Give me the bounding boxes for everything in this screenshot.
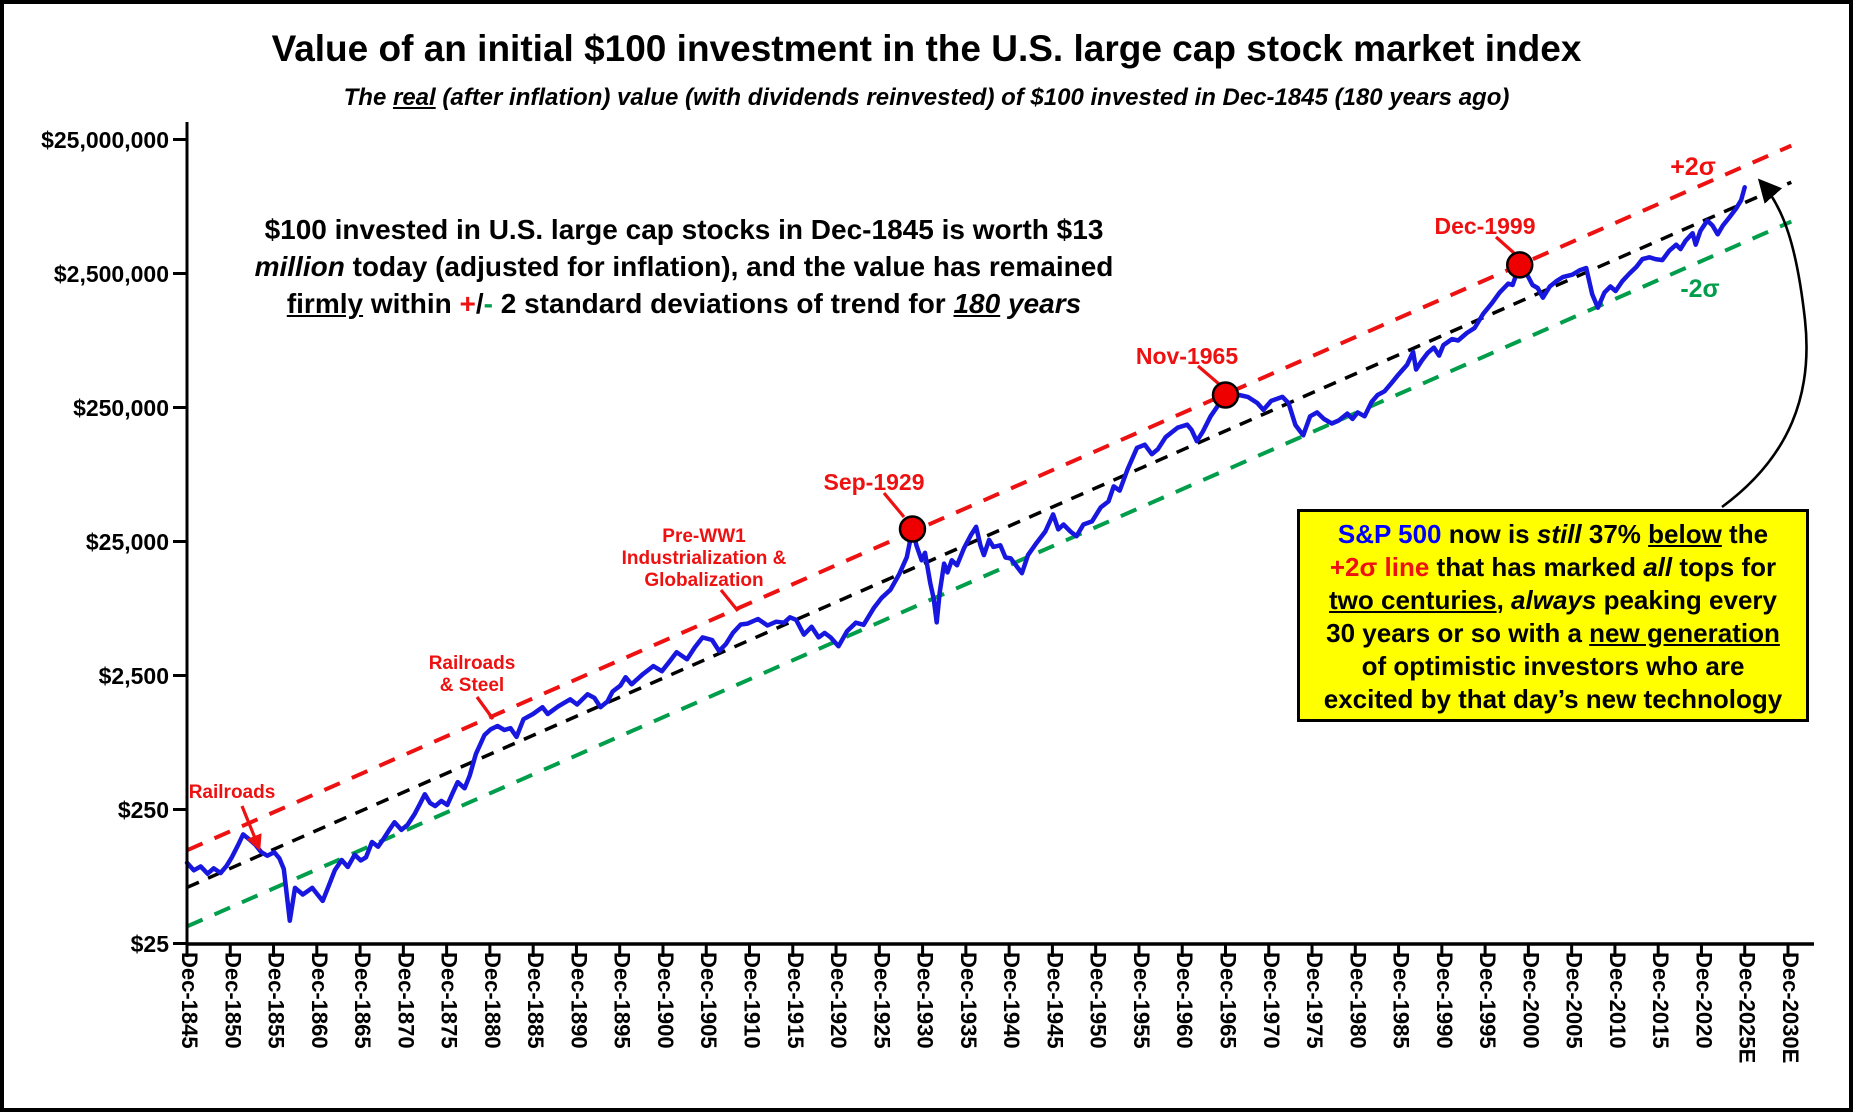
statement-line-2: million today (adjusted for inflation), … — [254, 251, 1114, 282]
x-tick-label: Dec-2000 — [1518, 952, 1544, 1049]
x-tick-label: Dec-1875 — [436, 952, 462, 1049]
page-title: Value of an initial $100 investment in t… — [271, 28, 1582, 69]
x-tick-label: Dec-1965 — [1215, 952, 1241, 1049]
x-tick-label: Dec-1920 — [826, 952, 852, 1049]
y-tick-label: $2,500,000 — [53, 260, 169, 287]
x-tick-label: Dec-2010 — [1604, 952, 1630, 1049]
x-tick-label: Dec-1945 — [1042, 952, 1068, 1049]
x-tick-label: Dec-1905 — [696, 952, 722, 1049]
x-tick-label: Dec-1850 — [220, 952, 246, 1049]
x-tick-label: Dec-1910 — [739, 952, 765, 1049]
callout-line-5: of optimistic investors who are — [1361, 651, 1745, 681]
trend-line-+2σ — [186, 143, 1793, 853]
marker-label-sep-1929: Sep-1929 — [823, 469, 925, 495]
peak-dot-Dec-1999 — [1505, 251, 1534, 279]
y-tick-label: $250 — [117, 796, 169, 823]
x-tick-label: Dec-1940 — [999, 952, 1025, 1049]
railroads-pointer — [240, 805, 262, 851]
sp500-callout-box: S&P 500 now is still 37% below the +2σ l… — [1297, 509, 1809, 722]
y-tick-label: $25,000,000 — [41, 126, 169, 153]
x-tick-label: Dec-1950 — [1085, 952, 1111, 1049]
x-tick-label: Dec-1955 — [1128, 952, 1154, 1049]
x-tick-label: Dec-1975 — [1302, 952, 1328, 1049]
x-tick-label: Dec-1865 — [350, 952, 376, 1049]
peak-dot-Nov-1965 — [1211, 381, 1240, 409]
annotation-railroads-steel: Railroads & Steel — [428, 653, 516, 696]
nov-1965-pointer — [1196, 364, 1221, 386]
value-series-line — [184, 185, 1747, 923]
trend-line--2σ — [186, 219, 1793, 929]
peak-dot-Sep-1929 — [898, 515, 927, 543]
x-tick-label: Dec-1895 — [609, 952, 635, 1049]
callout-line-3: two centuries, always peaking every — [1329, 585, 1777, 615]
x-tick-label: Dec-1915 — [782, 952, 808, 1049]
x-tick-label: Dec-2020 — [1691, 952, 1717, 1049]
x-tick-label: Dec-1990 — [1431, 952, 1457, 1049]
x-tick-label: Dec-1845 — [177, 952, 202, 1049]
callout-line-2: +2σ line that has marked all tops for — [1329, 552, 1777, 582]
x-tick-label: Dec-2025E — [1734, 952, 1760, 1064]
statement-block: $100 invested in U.S. large cap stocks i… — [169, 211, 1199, 322]
callout-arrow — [1721, 178, 1808, 509]
x-tick-label: Dec-1855 — [263, 952, 289, 1049]
x-tick-label: Dec-1985 — [1388, 952, 1414, 1049]
marker-label-nov-1965: Nov-1965 — [1135, 343, 1239, 369]
x-tick-label: Dec-1995 — [1475, 952, 1501, 1049]
x-tick-label: Dec-1880 — [479, 952, 505, 1049]
railroads-steel-pointer — [475, 696, 495, 720]
annotation-railroads: Railroads — [188, 782, 276, 803]
y-tick-label: $25 — [130, 930, 169, 957]
statement-line-1: $100 invested in U.S. large cap stocks i… — [264, 214, 1104, 245]
dec-1999-pointer — [1494, 235, 1516, 255]
trend-line-trend — [186, 180, 1792, 890]
y-tick-label: $25,000 — [85, 528, 169, 555]
callout-line-4: 30 years or so with a new generation — [1326, 618, 1780, 648]
x-tick-label: Dec-2030E — [1778, 952, 1803, 1064]
sep-1929-pointer — [882, 491, 906, 519]
callout-line-6: excited by that day’s new technology — [1323, 684, 1783, 714]
x-tick-label: Dec-1925 — [869, 952, 895, 1049]
y-tick-label: $250,000 — [73, 394, 169, 421]
callout-line-1: S&P 500 now is still 37% below the — [1337, 519, 1769, 549]
statement-line-3: firmly within +/- 2 standard deviations … — [286, 288, 1082, 319]
x-tick-label: Dec-1900 — [652, 952, 678, 1049]
preww1-pointer — [719, 588, 740, 613]
plus-2-sigma-label: +2σ — [1670, 153, 1716, 181]
x-tick-label: Dec-1980 — [1345, 952, 1371, 1049]
page-subtitle: The real (after inflation) value (with d… — [343, 84, 1510, 111]
x-tick-label: Dec-1935 — [955, 952, 981, 1049]
x-tick-label: Dec-1870 — [393, 952, 419, 1049]
minus-2-sigma-label: -2σ — [1680, 275, 1720, 303]
x-tick-label: Dec-1930 — [912, 952, 938, 1049]
marker-label-dec-1999: Dec-1999 — [1434, 213, 1536, 239]
x-tick-label: Dec-2005 — [1561, 952, 1587, 1049]
chart-plot-area — [173, 122, 1814, 957]
y-tick-label: $2,500 — [98, 662, 169, 689]
x-tick-label: Dec-1890 — [566, 952, 592, 1049]
annotation-preww1: Pre-WW1 Industrialization & Globalizatio… — [621, 526, 787, 591]
x-tick-label: Dec-1860 — [306, 952, 332, 1049]
x-tick-label: Dec-1960 — [1172, 952, 1198, 1049]
x-tick-label: Dec-1970 — [1258, 952, 1284, 1049]
x-tick-label: Dec-2015 — [1648, 952, 1674, 1049]
x-tick-label: Dec-1885 — [523, 952, 549, 1049]
